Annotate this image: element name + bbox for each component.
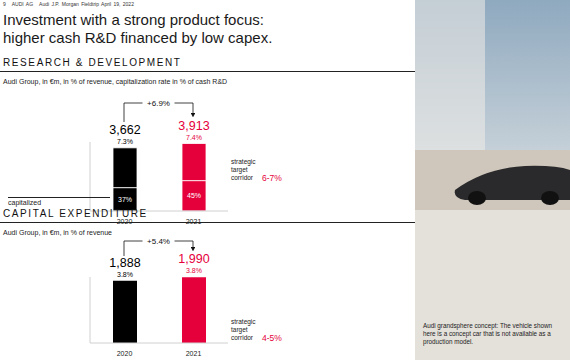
- html-text:Audi grandsphere concept: The: Audi grandsphere concept: The vehicle sh…: [423, 322, 553, 345]
- svg-text:45%: 45%: [187, 192, 201, 199]
- html-text:RESEARCH & DEVELOPMENT: RESEARCH & DEVELOPMENT: [3, 57, 182, 68]
- html-text:higher cash R&D financed by lo: higher cash R&D financed by low capex.: [3, 29, 273, 46]
- html-text:Investment with a strong produ: Investment with a strong product focus:: [3, 11, 264, 28]
- svg-text:+6.9%: +6.9%: [147, 99, 170, 108]
- html-text:strategic target corridor: strategic target corridor: [231, 158, 256, 181]
- svg-text:1,888: 1,888: [109, 256, 140, 270]
- svg-text:7.4%: 7.4%: [186, 134, 202, 141]
- svg-text:2021: 2021: [185, 218, 202, 225]
- svg-text:3.8%: 3.8%: [117, 271, 133, 278]
- svg-text:3,662: 3,662: [109, 123, 140, 137]
- html-text:6-7%: 6-7%: [262, 173, 282, 183]
- html-text:strategic target corridor: strategic target corridor: [231, 318, 256, 341]
- html-text:Audi Group, in €m, in % of rev: Audi Group, in €m, in % of revenue, capi…: [3, 78, 228, 85]
- svg-text:+5.4%: +5.4%: [147, 237, 170, 246]
- svg-text:7.3%: 7.3%: [117, 138, 133, 145]
- svg-text:3.8%: 3.8%: [186, 267, 202, 274]
- svg-text:2020: 2020: [116, 218, 133, 225]
- html-text:Audi Group, in €m, in % of rev: Audi Group, in €m, in % of revenue: [3, 229, 112, 236]
- html-text:Audi J.P. Morgan Fieldtrip Apr: Audi J.P. Morgan Fieldtrip April 19, 202…: [39, 1, 134, 7]
- svg-text:1,990: 1,990: [178, 252, 209, 266]
- html-text:9: 9: [3, 1, 6, 7]
- svg-text:37%: 37%: [118, 196, 132, 203]
- html-text:capitalized: capitalized: [8, 199, 42, 206]
- svg-text:3,913: 3,913: [178, 119, 209, 133]
- html-text:4-5%: 4-5%: [262, 333, 282, 343]
- svg-text:2020: 2020: [117, 350, 133, 357]
- svg-text:2021: 2021: [186, 350, 202, 357]
- html-text:CAPITAL EXPENDITURE: CAPITAL EXPENDITURE: [3, 208, 148, 219]
- html-text:AUDI AG: AUDI AG: [11, 1, 34, 7]
